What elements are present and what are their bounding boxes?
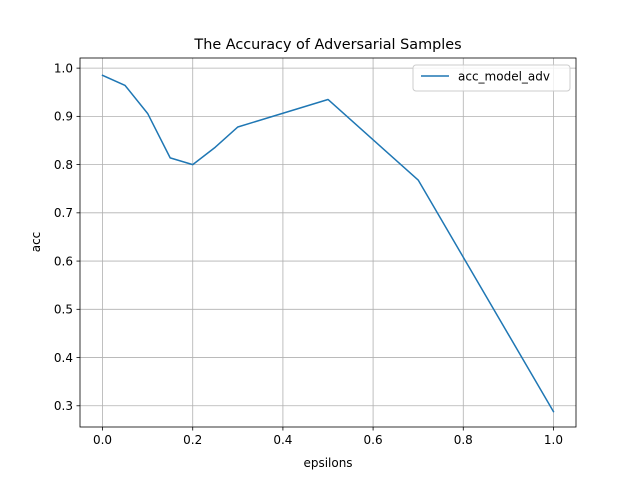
y-tick-label: 0.6 [54,254,73,268]
x-tick-label: 1.0 [544,433,563,447]
y-tick-label: 0.8 [54,158,73,172]
y-tick-label: 1.0 [54,61,73,75]
x-tick-label: 0.2 [183,433,202,447]
x-tick-label: 0.8 [454,433,473,447]
y-axis-label: acc [29,232,43,253]
x-axis-label: epsilons [303,456,352,470]
y-tick-label: 0.4 [54,351,73,365]
y-tick-label: 0.9 [54,110,73,124]
legend: acc_model_adv [413,65,570,91]
legend-label-acc-model-adv: acc_model_adv [458,70,550,84]
y-tick-label: 0.3 [54,399,73,413]
y-tick-label: 0.5 [54,303,73,317]
x-tick-label: 0.4 [273,433,292,447]
x-tick-label: 0.0 [93,433,112,447]
x-tick-label: 0.6 [364,433,383,447]
y-tick-label: 0.7 [54,206,73,220]
chart-title: The Accuracy of Adversarial Samples [193,37,461,53]
